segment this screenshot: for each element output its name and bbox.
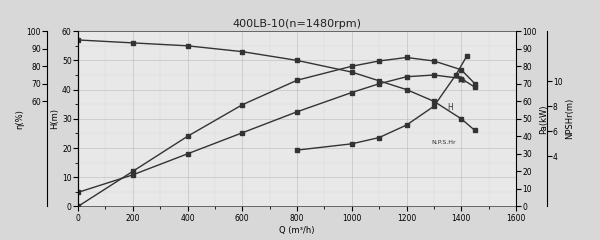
Text: N.P.S.Hr: N.P.S.Hr: [431, 140, 456, 145]
Y-axis label: H(m): H(m): [50, 108, 59, 129]
Y-axis label: Pa(kW): Pa(kW): [539, 104, 548, 133]
Text: Pa: Pa: [457, 76, 466, 85]
X-axis label: Q (m³/h): Q (m³/h): [279, 226, 315, 235]
Title: 400LB-10(n=1480rpm): 400LB-10(n=1480rpm): [233, 19, 362, 29]
Y-axis label: NPSHr(m): NPSHr(m): [565, 98, 574, 139]
Y-axis label: η(%): η(%): [15, 109, 24, 129]
Text: H: H: [448, 103, 454, 112]
